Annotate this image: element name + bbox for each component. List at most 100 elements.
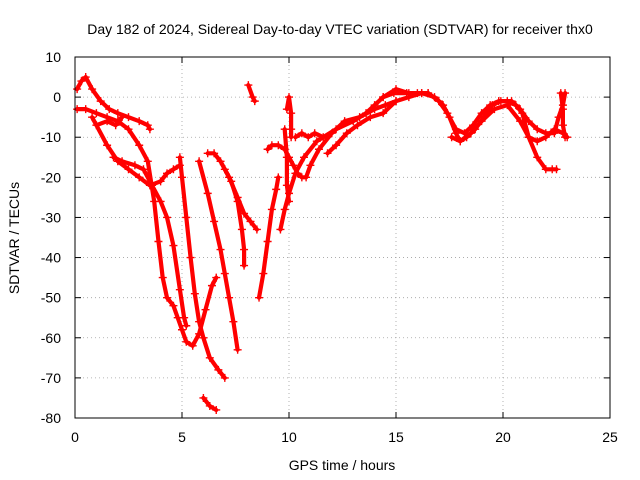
data-point (169, 301, 178, 310)
data-point (148, 181, 157, 190)
data-point (255, 293, 264, 302)
data-point (77, 77, 86, 86)
data-point (370, 101, 379, 110)
data-point (88, 113, 97, 122)
data-point (552, 165, 561, 174)
data-point (240, 261, 249, 270)
data-point (282, 181, 291, 190)
y-tick-labels: 10 0 -10 -20 -30 -40 -50 -60 -70 -80 (41, 49, 61, 426)
data-point (267, 205, 276, 214)
data-point (447, 133, 456, 142)
data-point (135, 141, 144, 150)
y-tick-label: -30 (41, 209, 61, 225)
x-tick-label: 10 (281, 429, 297, 445)
data-point (490, 105, 499, 114)
y-tick-label: -40 (41, 250, 61, 266)
data-point (287, 125, 296, 134)
data-point (291, 169, 300, 178)
data-point (182, 321, 191, 330)
data-point (252, 225, 261, 234)
data-point (379, 109, 388, 118)
data-point (169, 165, 178, 174)
data-point (175, 153, 184, 162)
data-point (135, 117, 144, 126)
data-point (199, 393, 208, 402)
data-point (306, 161, 315, 170)
data-point (524, 133, 533, 142)
grid (75, 57, 610, 418)
data-point (541, 133, 550, 142)
y-tick-label: -60 (41, 330, 61, 346)
data-point (175, 285, 184, 294)
data-point (280, 205, 289, 214)
data-point (297, 129, 306, 138)
data-point (158, 273, 167, 282)
x-tick-label: 5 (178, 429, 186, 445)
data-point (342, 129, 351, 138)
x-axis-label: GPS time / hours (289, 457, 396, 473)
data-point (282, 105, 291, 114)
y-tick-label: 0 (53, 89, 61, 105)
data-point (205, 353, 214, 362)
data-point (366, 113, 375, 122)
data-point (143, 121, 152, 130)
series-track-7 (197, 159, 240, 352)
data-point (248, 93, 257, 102)
data-point (443, 109, 452, 118)
data-point (353, 121, 362, 130)
y-tick-label: -20 (41, 169, 61, 185)
data-point (304, 133, 313, 142)
data-point (216, 157, 225, 166)
data-point (220, 165, 229, 174)
data-point (81, 105, 90, 114)
data-point (550, 125, 559, 134)
data-point (244, 81, 253, 90)
data-point (533, 137, 542, 146)
data-point (103, 141, 112, 150)
series-track-21 (449, 103, 570, 144)
data-point (456, 137, 465, 146)
data-point (518, 109, 527, 118)
data-point (314, 145, 323, 154)
data-point (558, 121, 567, 130)
data-point (113, 109, 122, 118)
data-point (178, 325, 186, 334)
data-point (558, 105, 567, 114)
data-point (233, 197, 242, 206)
data-point (323, 149, 332, 158)
data-point (156, 197, 165, 206)
series-track-22 (558, 91, 568, 140)
y-tick-label: -10 (41, 129, 61, 145)
data-point (227, 177, 236, 186)
data-point (203, 189, 212, 198)
chart-title: Day 182 of 2024, Sidereal Day-to-day VTE… (87, 21, 593, 37)
data-point (237, 225, 246, 234)
data-point (310, 129, 319, 138)
axis-ticks (74, 56, 611, 419)
data-point (392, 85, 400, 94)
data-point (229, 317, 238, 326)
data-point (178, 173, 186, 182)
data-point (259, 269, 268, 278)
data-point (319, 133, 328, 142)
data-point (511, 101, 520, 110)
data-point (156, 177, 165, 186)
data-point (220, 373, 229, 382)
data-point (332, 141, 341, 150)
data-point (302, 173, 311, 182)
data-point (349, 117, 358, 126)
data-point (195, 317, 204, 326)
data-point (246, 217, 255, 226)
data-point (201, 305, 210, 314)
data-point (362, 109, 371, 118)
data-point (561, 133, 570, 142)
data-point (291, 133, 300, 142)
y-tick-label: -50 (41, 290, 61, 306)
data-point (225, 293, 234, 302)
data-point (451, 125, 460, 134)
data-point (81, 73, 90, 82)
data-point (199, 333, 208, 342)
series-track-12 (256, 175, 281, 300)
x-tick-label: 15 (388, 429, 404, 445)
data-point (163, 169, 172, 178)
